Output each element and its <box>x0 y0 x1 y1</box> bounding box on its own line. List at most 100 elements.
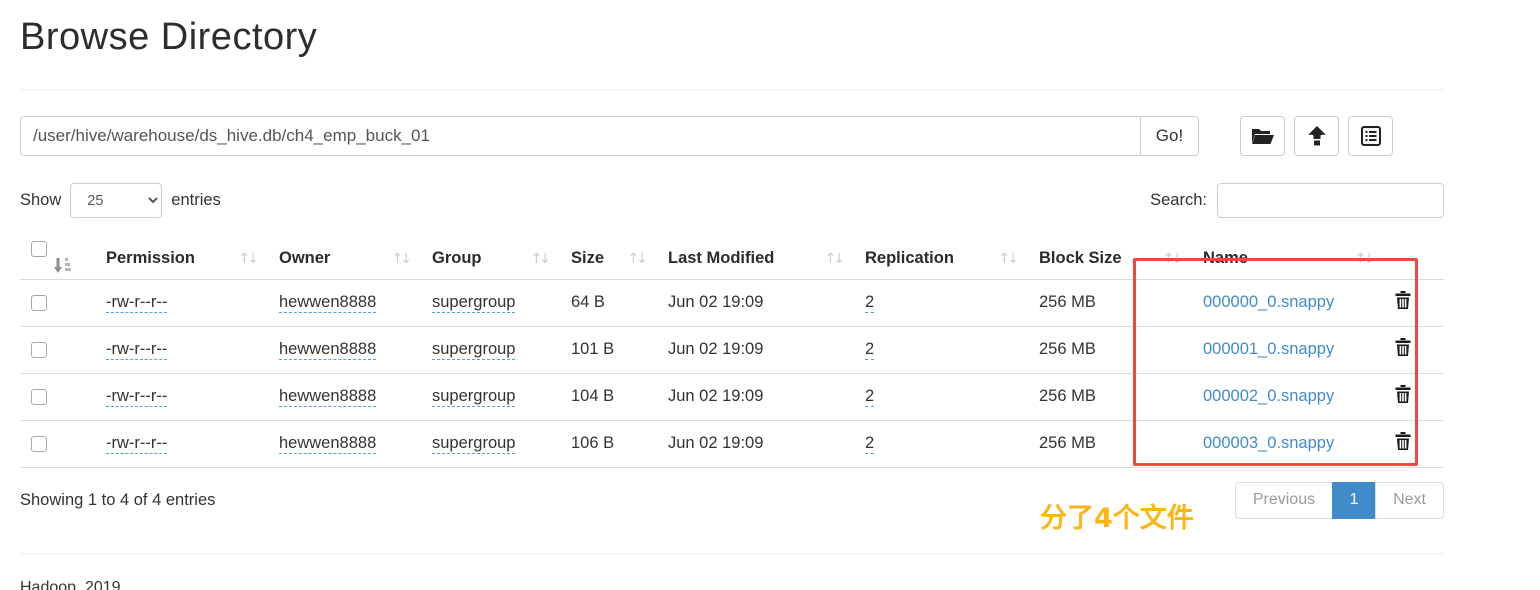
header-name[interactable]: Name ↑↓ <box>1183 239 1376 280</box>
file-table: Permission ↑↓ Owner ↑↓ Group ↑↓ Size ↑↓ … <box>20 239 1444 468</box>
pagination-previous-button[interactable]: Previous <box>1234 481 1334 519</box>
header-actions <box>1375 239 1444 280</box>
sort-arrows-icon: ↑↓ <box>824 250 846 267</box>
header-last-modified[interactable]: Last Modified ↑↓ <box>648 239 846 280</box>
select-all-checkbox[interactable] <box>31 240 47 257</box>
file-name-link[interactable]: 000002_0.snappy <box>1203 387 1335 405</box>
row-checkbox[interactable] <box>31 388 47 405</box>
header-group[interactable]: Group ↑↓ <box>412 239 552 280</box>
show-label: Show <box>20 191 62 209</box>
header-owner[interactable]: Owner ↑↓ <box>259 239 413 280</box>
row-checkbox[interactable] <box>31 294 47 311</box>
group-value[interactable]: supergroup <box>432 434 516 454</box>
table-controls: Show 25 entries Search: <box>20 183 1444 218</box>
replication-value[interactable]: 2 <box>865 434 875 454</box>
size-value: 106 B <box>571 434 615 452</box>
block-size-value: 256 MB <box>1039 434 1096 452</box>
entries-label: entries <box>171 191 221 209</box>
replication-value[interactable]: 2 <box>865 340 875 360</box>
trash-icon <box>1395 338 1411 359</box>
sort-arrows-icon: ↑↓ <box>391 250 413 267</box>
divider <box>20 89 1444 90</box>
create-directory-button[interactable] <box>1240 116 1285 156</box>
folder-open-icon <box>1251 127 1275 146</box>
delete-file-button[interactable] <box>1395 432 1411 453</box>
header-size[interactable]: Size ↑↓ <box>551 239 649 280</box>
path-input[interactable] <box>20 116 1141 156</box>
permission-value[interactable]: -rw-r--r-- <box>106 340 168 360</box>
permission-value[interactable]: -rw-r--r-- <box>106 293 168 313</box>
table-row: -rw-r--r-- hewwen8888 supergroup 64 B Ju… <box>20 279 1444 327</box>
search-control: Search: <box>1150 183 1444 218</box>
block-size-value: 256 MB <box>1039 293 1096 311</box>
list-alt-icon <box>1360 126 1381 146</box>
delete-file-button[interactable] <box>1395 291 1411 312</box>
select-all-header <box>20 239 86 280</box>
group-value[interactable]: supergroup <box>432 340 516 360</box>
search-label: Search: <box>1150 191 1207 209</box>
cut-paste-button[interactable] <box>1348 116 1393 156</box>
block-size-value: 256 MB <box>1039 387 1096 405</box>
pagination-next-button[interactable]: Next <box>1375 481 1444 519</box>
header-replication[interactable]: Replication ↑↓ <box>845 239 1020 280</box>
toolbar-icon-group <box>1240 116 1393 156</box>
footer-divider <box>20 552 1444 554</box>
group-value[interactable]: supergroup <box>432 293 516 313</box>
sort-arrows-icon: ↑↓ <box>998 250 1020 267</box>
sort-arrows-icon: ↑↓ <box>1354 250 1376 267</box>
copyright-text: Hadoop, 2019 <box>20 578 121 590</box>
delete-file-button[interactable] <box>1395 385 1411 406</box>
delete-file-button[interactable] <box>1395 338 1411 359</box>
go-button[interactable]: Go! <box>1141 116 1199 156</box>
sort-by-attributes-icon[interactable] <box>54 258 71 277</box>
search-input[interactable] <box>1217 183 1444 218</box>
modified-value: Jun 02 19:09 <box>668 387 764 405</box>
owner-value[interactable]: hewwen8888 <box>279 434 377 454</box>
size-value: 64 B <box>571 293 605 311</box>
path-toolbar: Go! <box>20 116 1444 156</box>
table-row: -rw-r--r-- hewwen8888 supergroup 106 B J… <box>20 420 1444 468</box>
header-permission[interactable]: Permission ↑↓ <box>86 239 260 280</box>
row-checkbox[interactable] <box>31 341 47 358</box>
header-block-size[interactable]: Block Size ↑↓ <box>1019 239 1184 280</box>
trash-icon <box>1395 432 1411 453</box>
upload-icon <box>1306 126 1328 146</box>
page-container: Browse Directory Go! <box>20 0 1444 590</box>
file-name-link[interactable]: 000000_0.snappy <box>1203 293 1335 311</box>
permission-value[interactable]: -rw-r--r-- <box>106 387 168 407</box>
trash-icon <box>1395 291 1411 312</box>
replication-value[interactable]: 2 <box>865 387 875 407</box>
pagination: Previous 1 Next <box>1234 481 1444 519</box>
table-header-row: Permission ↑↓ Owner ↑↓ Group ↑↓ Size ↑↓ … <box>20 239 1444 280</box>
sort-arrows-icon: ↑↓ <box>530 250 552 267</box>
replication-value[interactable]: 2 <box>865 293 875 313</box>
size-value: 101 B <box>571 340 615 358</box>
showing-entries-text: Showing 1 to 4 of 4 entries <box>20 490 216 509</box>
modified-value: Jun 02 19:09 <box>668 340 764 358</box>
page-title: Browse Directory <box>20 16 318 58</box>
file-name-link[interactable]: 000003_0.snappy <box>1203 434 1335 452</box>
owner-value[interactable]: hewwen8888 <box>279 293 377 313</box>
table-body: -rw-r--r-- hewwen8888 supergroup 64 B Ju… <box>20 279 1444 468</box>
page-size-select[interactable]: 25 <box>70 183 163 218</box>
file-name-link[interactable]: 000001_0.snappy <box>1203 340 1335 358</box>
upload-file-button[interactable] <box>1294 116 1339 156</box>
modified-value: Jun 02 19:09 <box>668 293 764 311</box>
page-size-control: Show 25 entries <box>20 183 221 218</box>
modified-value: Jun 02 19:09 <box>668 434 764 452</box>
table-row: -rw-r--r-- hewwen8888 supergroup 101 B J… <box>20 326 1444 374</box>
pagination-page-1-button[interactable]: 1 <box>1332 481 1377 519</box>
owner-value[interactable]: hewwen8888 <box>279 387 377 407</box>
sort-arrows-icon: ↑↓ <box>627 250 649 267</box>
size-value: 104 B <box>571 387 615 405</box>
table-row: -rw-r--r-- hewwen8888 supergroup 104 B J… <box>20 373 1444 421</box>
annotation-note-text: 分了4个文件 <box>1040 503 1194 534</box>
block-size-value: 256 MB <box>1039 340 1096 358</box>
trash-icon <box>1395 385 1411 406</box>
permission-value[interactable]: -rw-r--r-- <box>106 434 168 454</box>
group-value[interactable]: supergroup <box>432 387 516 407</box>
sort-arrows-icon: ↑↓ <box>1162 250 1184 267</box>
sort-arrows-icon: ↑↓ <box>238 250 260 267</box>
owner-value[interactable]: hewwen8888 <box>279 340 377 360</box>
row-checkbox[interactable] <box>31 435 47 452</box>
